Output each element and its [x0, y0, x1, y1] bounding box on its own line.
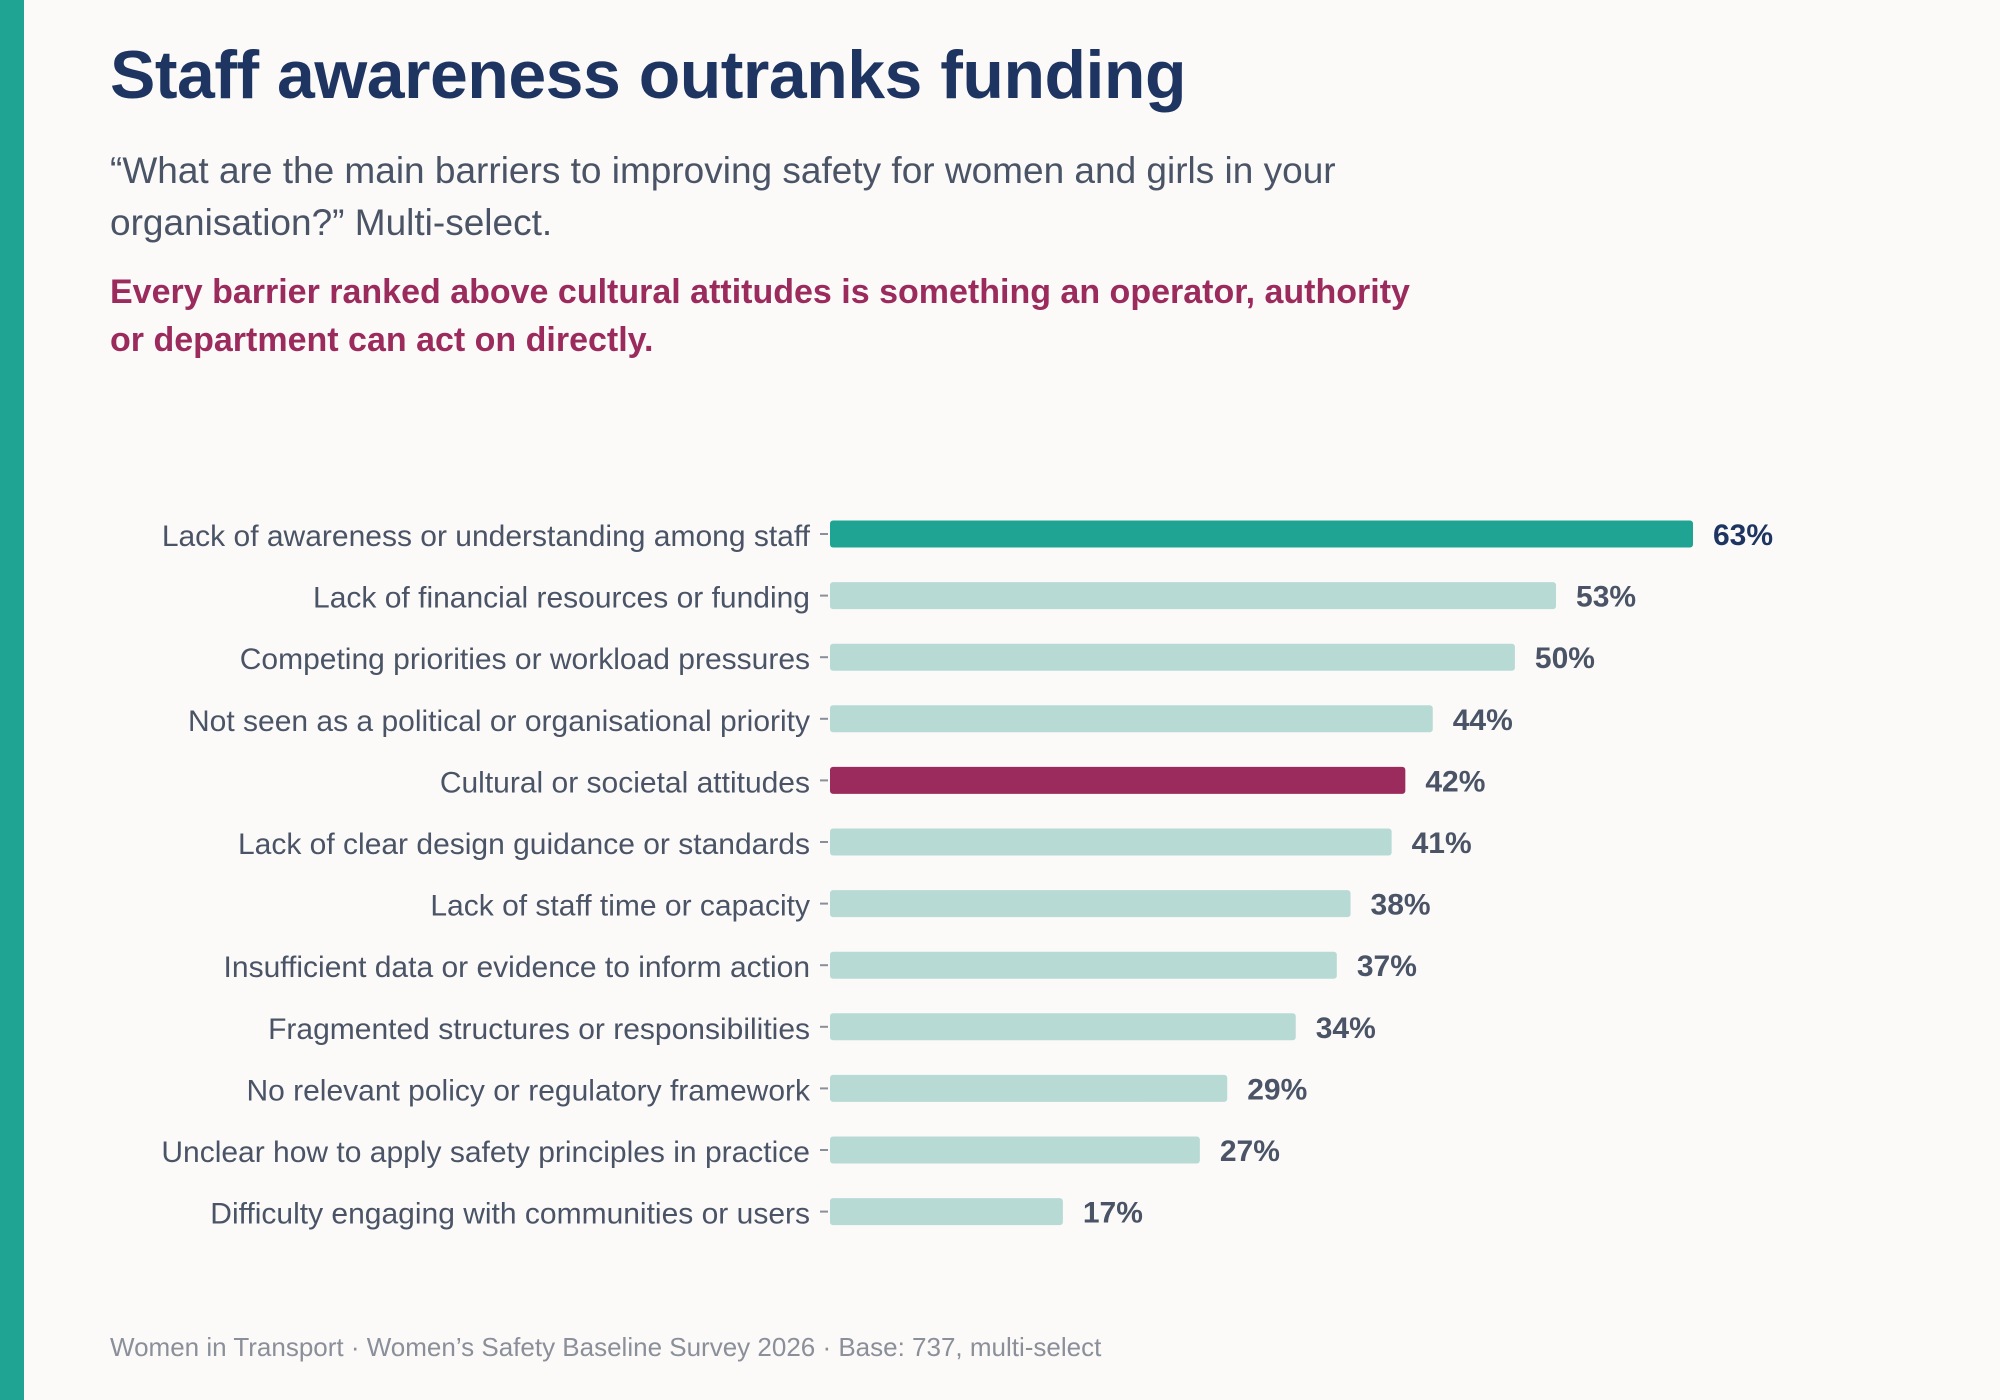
- page-title: Staff awareness outranks funding: [110, 37, 1186, 113]
- bar: [830, 520, 1693, 548]
- bar: [830, 1198, 1063, 1226]
- bar: [830, 766, 1406, 794]
- category-label: Unclear how to apply safety principles i…: [161, 1136, 810, 1169]
- value-label: 17%: [1083, 1197, 1143, 1230]
- category-label: Insufficient data or evidence to inform …: [224, 951, 810, 984]
- bar: [830, 705, 1433, 733]
- category-label: Not seen as a political or organisationa…: [188, 705, 810, 738]
- category-label: Lack of staff time or capacity: [430, 890, 810, 923]
- category-label: Difficulty engaging with communities or …: [210, 1198, 810, 1231]
- bar: [830, 582, 1557, 610]
- category-label: Lack of clear design guidance or standar…: [238, 828, 810, 861]
- accent-stripe: [0, 0, 24, 1400]
- category-label: No relevant policy or regulatory framewo…: [246, 1074, 811, 1107]
- bar: [830, 828, 1392, 856]
- value-label: 27%: [1220, 1135, 1280, 1168]
- value-label: 37%: [1357, 950, 1417, 983]
- category-label: Lack of awareness or understanding among…: [162, 520, 811, 553]
- source-footnote: Women in Transport · Women’s Safety Base…: [110, 1332, 1102, 1362]
- value-label: 38%: [1371, 889, 1431, 922]
- category-label: Cultural or societal attitudes: [440, 766, 810, 799]
- bar: [830, 1074, 1228, 1102]
- value-label: 50%: [1535, 642, 1595, 675]
- bar: [830, 1013, 1296, 1041]
- value-label: 53%: [1576, 581, 1636, 614]
- bar: [830, 951, 1337, 979]
- value-label: 63%: [1713, 519, 1773, 552]
- value-label: 29%: [1247, 1073, 1307, 1106]
- category-label: Competing priorities or workload pressur…: [240, 643, 810, 676]
- barriers-bar-chart: Lack of awareness or understanding among…: [161, 519, 1773, 1231]
- category-label: Fragmented structures or responsibilitie…: [268, 1013, 810, 1046]
- bar: [830, 643, 1515, 671]
- bar: [830, 890, 1351, 918]
- category-label: Lack of financial resources or funding: [313, 582, 810, 615]
- value-label: 34%: [1316, 1012, 1376, 1045]
- survey-question: “What are the main barriers to improving…: [110, 150, 1336, 243]
- value-label: 41%: [1412, 827, 1472, 860]
- bar: [830, 1136, 1200, 1164]
- value-label: 42%: [1425, 765, 1485, 798]
- key-insight-callout: Every barrier ranked above cultural atti…: [110, 273, 1410, 359]
- value-label: 44%: [1453, 704, 1513, 737]
